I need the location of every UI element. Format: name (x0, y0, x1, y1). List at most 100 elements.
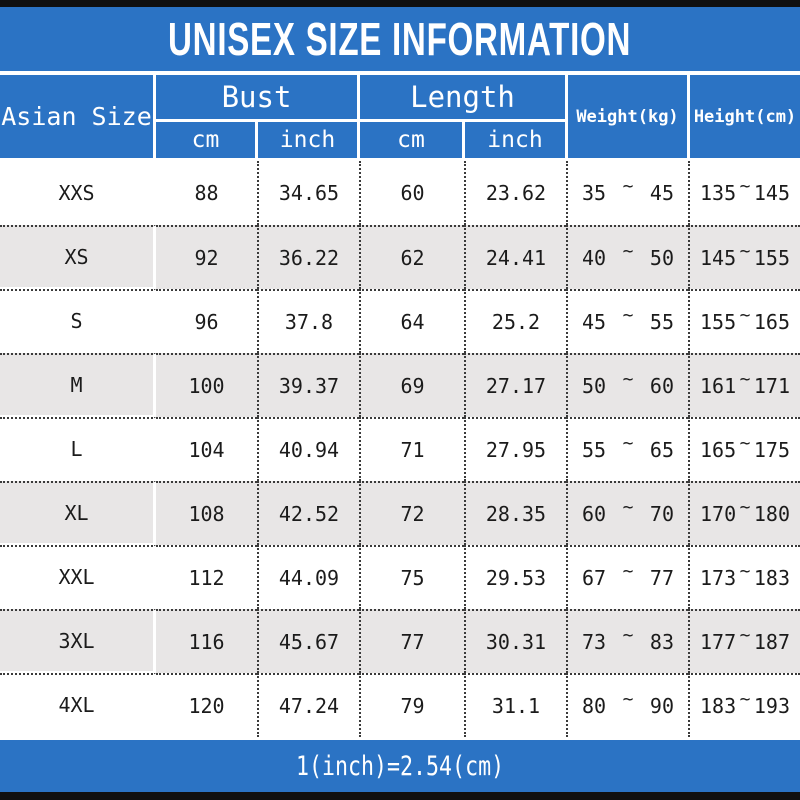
weight-min: 80 (582, 694, 607, 718)
height-min: 183 (700, 694, 737, 718)
bust-inch-cell: 42.52 (257, 481, 359, 545)
height-min: 145 (700, 246, 737, 270)
weight-range-cell: 40 ~50 (566, 225, 688, 289)
length-inch-cell: 24.41 (464, 225, 566, 289)
height-range-cell: 161 ~171 (688, 353, 800, 417)
bust-inch-cell: 47.24 (257, 673, 359, 737)
weight-max: 90 (649, 694, 674, 718)
length-inch-cell: 23.62 (464, 161, 566, 225)
bust-cm-cell: 120 (156, 673, 257, 737)
height-range-cell: 145 ~155 (688, 225, 800, 289)
conversion-note: 1(inch)=2.54(cm) (295, 750, 505, 782)
height-range-cell: 165 ~175 (688, 417, 800, 481)
weight-max: 70 (649, 502, 674, 526)
weight-range-cell: 55 ~65 (566, 417, 688, 481)
weight-min: 45 (582, 310, 607, 334)
weight-max: 77 (649, 566, 674, 590)
table-row: L 104 40.94 71 27.95 55 ~65 165 ~175 (0, 417, 800, 481)
height-max: 165 (753, 310, 790, 334)
tilde-separator: ~ (739, 240, 751, 262)
weight-range-cell: 80 ~90 (566, 673, 688, 737)
weight-range-cell: 60 ~70 (566, 481, 688, 545)
subheader-bust-cm: cm (156, 122, 255, 158)
length-inch-cell: 25.2 (464, 289, 566, 353)
size-cell: XL (0, 481, 156, 545)
tilde-separator: ~ (622, 688, 634, 710)
size-cell: M (0, 353, 156, 417)
weight-max: 45 (649, 181, 674, 205)
size-cell: 4XL (0, 673, 156, 737)
header-group-bust: Bust (156, 75, 357, 119)
header-height: Height(cm) (690, 75, 800, 158)
weight-range-cell: 45 ~55 (566, 289, 688, 353)
height-min: 161 (700, 374, 737, 398)
height-min: 177 (700, 630, 737, 654)
footer-band: 1(inch)=2.54(cm) (0, 740, 800, 792)
height-range-cell: 173 ~183 (688, 545, 800, 609)
table-row: XXL 112 44.09 75 29.53 67 ~77 173 ~183 (0, 545, 800, 609)
height-range-cell: 135 ~145 (688, 161, 800, 225)
weight-min: 67 (582, 566, 607, 590)
weight-max: 83 (649, 630, 674, 654)
bottom-black-bar (0, 792, 800, 800)
weight-range-cell: 73 ~83 (566, 609, 688, 673)
height-max: 193 (753, 694, 790, 718)
tilde-separator: ~ (622, 560, 634, 582)
header-group-length: Length (360, 75, 565, 119)
tilde-separator: ~ (622, 240, 634, 262)
height-range-cell: 170 ~180 (688, 481, 800, 545)
weight-min: 55 (582, 438, 607, 462)
weight-range-cell: 67 ~77 (566, 545, 688, 609)
length-cm-cell: 71 (359, 417, 464, 481)
tilde-separator: ~ (622, 432, 634, 454)
bust-inch-cell: 39.37 (257, 353, 359, 417)
size-cell: L (0, 417, 156, 481)
height-min: 165 (700, 438, 737, 462)
height-max: 171 (753, 374, 790, 398)
header-asian-size: Asian Size (0, 75, 153, 158)
height-min: 135 (700, 181, 737, 205)
tilde-separator: ~ (739, 368, 751, 390)
length-inch-cell: 29.53 (464, 545, 566, 609)
length-cm-cell: 77 (359, 609, 464, 673)
bust-cm-cell: 108 (156, 481, 257, 545)
bust-inch-cell: 45.67 (257, 609, 359, 673)
tilde-separator: ~ (739, 304, 751, 326)
tilde-separator: ~ (739, 624, 751, 646)
size-cell: 3XL (0, 609, 156, 673)
weight-max: 65 (649, 438, 674, 462)
bust-inch-cell: 40.94 (257, 417, 359, 481)
height-max: 145 (753, 181, 790, 205)
tilde-separator: ~ (622, 175, 634, 197)
bust-inch-cell: 44.09 (257, 545, 359, 609)
length-inch-cell: 30.31 (464, 609, 566, 673)
weight-min: 35 (582, 181, 607, 205)
table-body: XXS 88 34.65 60 23.62 35 ~45 135 ~145 XS 9… (0, 161, 800, 737)
length-cm-cell: 64 (359, 289, 464, 353)
height-range-cell: 155 ~165 (688, 289, 800, 353)
weight-min: 40 (582, 246, 607, 270)
height-range-cell: 177 ~187 (688, 609, 800, 673)
tilde-separator: ~ (739, 432, 751, 454)
height-range-cell: 183 ~193 (688, 673, 800, 737)
page-title: UNISEX SIZE INFORMATION (168, 13, 632, 65)
tilde-separator: ~ (739, 496, 751, 518)
table-row: S 96 37.8 64 25.2 45 ~55 155 ~165 (0, 289, 800, 353)
size-cell: XS (0, 225, 156, 289)
tilde-separator: ~ (622, 368, 634, 390)
height-max: 183 (753, 566, 790, 590)
weight-max: 50 (649, 246, 674, 270)
length-cm-cell: 75 (359, 545, 464, 609)
bust-cm-cell: 116 (156, 609, 257, 673)
bust-inch-cell: 37.8 (257, 289, 359, 353)
length-inch-cell: 27.95 (464, 417, 566, 481)
height-min: 173 (700, 566, 737, 590)
table-row: XL 108 42.52 72 28.35 60 ~70 170 ~180 (0, 481, 800, 545)
length-inch-cell: 28.35 (464, 481, 566, 545)
title-band: UNISEX SIZE INFORMATION (0, 7, 800, 71)
length-cm-cell: 79 (359, 673, 464, 737)
table-row: XS 92 36.22 62 24.41 40 ~50 145 ~155 (0, 225, 800, 289)
subheader-length-inch: inch (465, 122, 565, 158)
bust-cm-cell: 92 (156, 225, 257, 289)
weight-min: 73 (582, 630, 607, 654)
